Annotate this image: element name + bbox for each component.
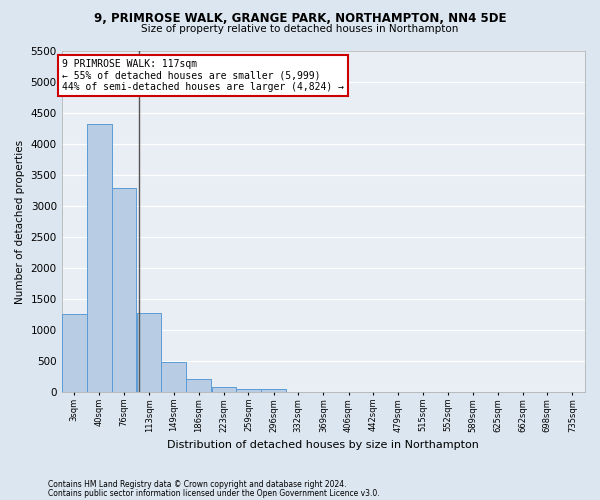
Bar [137, 313, 161, 392]
Text: 9, PRIMROSE WALK, GRANGE PARK, NORTHAMPTON, NN4 5DE: 9, PRIMROSE WALK, GRANGE PARK, NORTHAMPT… [94, 12, 506, 26]
X-axis label: Distribution of detached houses by size in Northampton: Distribution of detached houses by size … [167, 440, 479, 450]
Text: Contains public sector information licensed under the Open Government Licence v3: Contains public sector information licen… [48, 488, 380, 498]
Bar [87, 124, 112, 392]
Text: 9 PRIMROSE WALK: 117sqm
← 55% of detached houses are smaller (5,999)
44% of semi: 9 PRIMROSE WALK: 117sqm ← 55% of detache… [62, 59, 344, 92]
Bar [62, 314, 86, 392]
Bar [112, 188, 136, 392]
Bar [161, 362, 186, 392]
Text: Contains HM Land Registry data © Crown copyright and database right 2024.: Contains HM Land Registry data © Crown c… [48, 480, 347, 489]
Y-axis label: Number of detached properties: Number of detached properties [15, 140, 25, 304]
Text: Size of property relative to detached houses in Northampton: Size of property relative to detached ho… [142, 24, 458, 34]
Bar [212, 386, 236, 392]
Bar [262, 389, 286, 392]
Bar [187, 379, 211, 392]
Bar [236, 388, 261, 392]
